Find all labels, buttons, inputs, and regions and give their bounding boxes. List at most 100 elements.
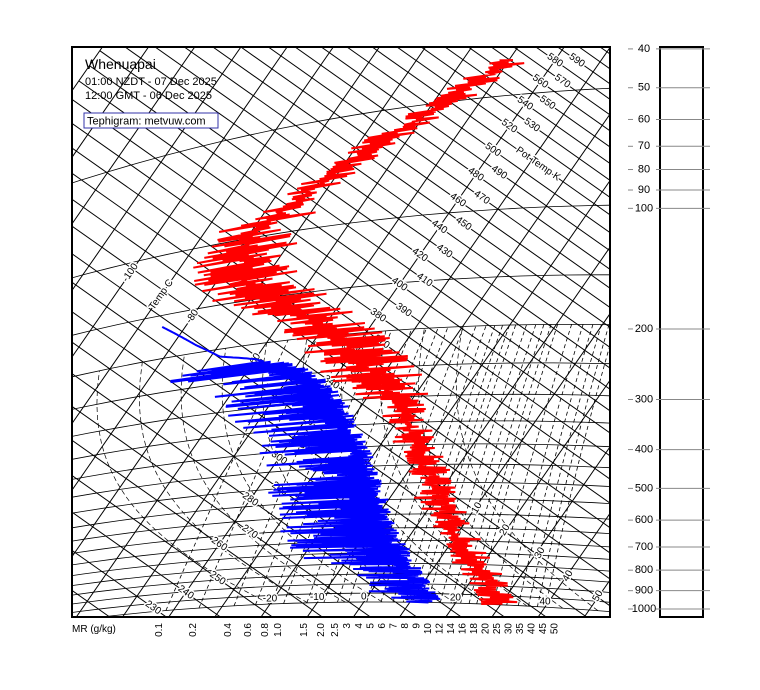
mixing-ratio-line — [537, 324, 610, 607]
isentrope-line — [268, 47, 610, 289]
isotherm-line — [537, 513, 610, 617]
isotherm-line — [214, 47, 610, 617]
pressure-tick-label: 1000 — [632, 603, 656, 615]
mixing-ratio-line — [476, 324, 558, 604]
saturated-adiabat-line — [221, 348, 383, 603]
isobar-line — [100, 601, 610, 617]
mr-tick-label: 12 — [435, 623, 446, 635]
mr-tick-label: 2.5 — [330, 623, 341, 637]
isotherm-label: -10 — [310, 592, 325, 603]
station-name: Whenuapai — [85, 56, 156, 72]
mr-tick-label: 45 — [538, 623, 549, 635]
mixing-ratio-line — [402, 325, 496, 603]
isentrope-line — [154, 47, 610, 369]
credit-box — [83, 112, 219, 129]
pressure-tick-label: 50 — [638, 82, 650, 94]
saturated-adiabat-line — [379, 330, 528, 607]
saturated-adiabat-line — [418, 328, 563, 609]
isotherm-line — [491, 446, 610, 617]
mr-tick-label: 30 — [504, 623, 515, 635]
mr-tick-label: 16 — [458, 623, 469, 635]
isotherm-line — [72, 47, 427, 557]
isentrope-line — [557, 47, 610, 85]
isentrope-line — [535, 47, 610, 100]
pressure-axis-panel: 40 50 60 70 80 90 100 200 300 400 500 600 700 800 900 1… — [628, 43, 710, 618]
mr-tick-label: 35 — [515, 623, 526, 635]
isotherm-label: 40 — [539, 597, 551, 608]
mr-tick-label: 0.4 — [223, 623, 234, 637]
pressure-tick-label: 60 — [638, 113, 650, 125]
mixing-ratio-line — [366, 326, 464, 603]
isentrope-line — [184, 47, 610, 348]
isotherm-line — [72, 47, 103, 91]
isentrope-line — [420, 47, 610, 181]
pressure-tick-label: 300 — [635, 393, 653, 405]
isentrope-line — [240, 47, 610, 308]
isotherm-line — [72, 47, 242, 291]
isentrope-line — [444, 47, 610, 164]
isobar-line — [72, 274, 610, 336]
isobar-line — [72, 324, 610, 378]
isotherm-line — [399, 313, 610, 617]
isotherm-label: -20 — [263, 594, 278, 605]
isobar-line — [72, 87, 610, 184]
mr-tick-label: 5 — [366, 623, 377, 629]
isentrope-line — [72, 405, 371, 617]
isentrope-line — [72, 373, 417, 617]
mr-tick-label: 7 — [389, 623, 400, 629]
isentrope-line — [99, 50, 610, 412]
saturated-adiabat-line — [96, 370, 271, 605]
mixing-ratio-line — [545, 344, 610, 608]
mixing-ratio-line — [492, 324, 572, 605]
mixing-ratio-line — [427, 324, 517, 603]
isentrope-line — [72, 439, 323, 617]
mr-tick-label: 0.6 — [243, 623, 254, 637]
mr-tick-label: 8 — [400, 623, 411, 629]
isentrope-line — [599, 47, 610, 55]
mr-tick-label: 1.0 — [273, 623, 284, 637]
mixing-ratio-line — [506, 324, 584, 606]
mixing-ratio-line — [468, 324, 552, 604]
mr-tick-label: 0.1 — [154, 623, 165, 637]
pressure-tick-label: 800 — [635, 564, 653, 576]
isotherm-line — [583, 579, 610, 617]
pressure-tick-label: 900 — [635, 585, 653, 597]
mixing-ratio-tick-labels: 0.1 0.2 0.4 0.6 0.8 1.0 1.5 2.0 2.5 3 4 5 6 7 8 9 10 12 14… — [154, 623, 561, 637]
isotherm-label: 0 — [361, 592, 367, 603]
mr-tick-label: 50 — [550, 623, 561, 635]
isentrope-line — [578, 47, 610, 70]
isobar-line — [72, 420, 610, 460]
credit-link[interactable]: Tephigram: metvuw.com — [87, 116, 206, 128]
pressure-tick-label: 90 — [638, 184, 650, 196]
pressure-tick-label: 200 — [635, 323, 653, 335]
isentrope-line — [346, 47, 610, 234]
isobar-line — [72, 573, 610, 596]
mixing-ratio-line — [460, 324, 545, 604]
pressure-panel-frame — [659, 46, 704, 618]
isobar-line — [72, 592, 610, 613]
pressure-tick-label: 600 — [635, 514, 653, 526]
pressure-tick-label: 400 — [635, 443, 653, 455]
isotherm-line — [72, 47, 288, 358]
saturated-adiabat-line — [180, 354, 346, 603]
mixing-ratio-line — [233, 333, 349, 606]
isentrope-line — [294, 47, 610, 270]
saturated-adiabat-line — [341, 333, 492, 605]
pressure-tick-label: 500 — [635, 482, 653, 494]
isotherm-line — [72, 47, 196, 225]
isentrope-line — [72, 198, 610, 580]
mixing-ratio-line — [528, 324, 602, 607]
dewpoint-trace — [161, 326, 441, 604]
isentrope-line — [72, 589, 110, 617]
mr-tick-label: 18 — [469, 623, 480, 635]
mr-tick-label: 0.8 — [260, 623, 271, 637]
pressure-tick-label: 700 — [635, 541, 653, 553]
pressure-tick-label: 40 — [638, 43, 650, 55]
mr-tick-label: 2.0 — [316, 623, 327, 637]
isentrope-line — [321, 47, 610, 252]
mr-tick-label: 6 — [377, 623, 388, 629]
mixing-ratio-line — [198, 336, 318, 609]
saturated-adiabat-line — [139, 362, 308, 604]
isotherm-line — [72, 47, 334, 424]
isentrope-line — [396, 47, 610, 198]
